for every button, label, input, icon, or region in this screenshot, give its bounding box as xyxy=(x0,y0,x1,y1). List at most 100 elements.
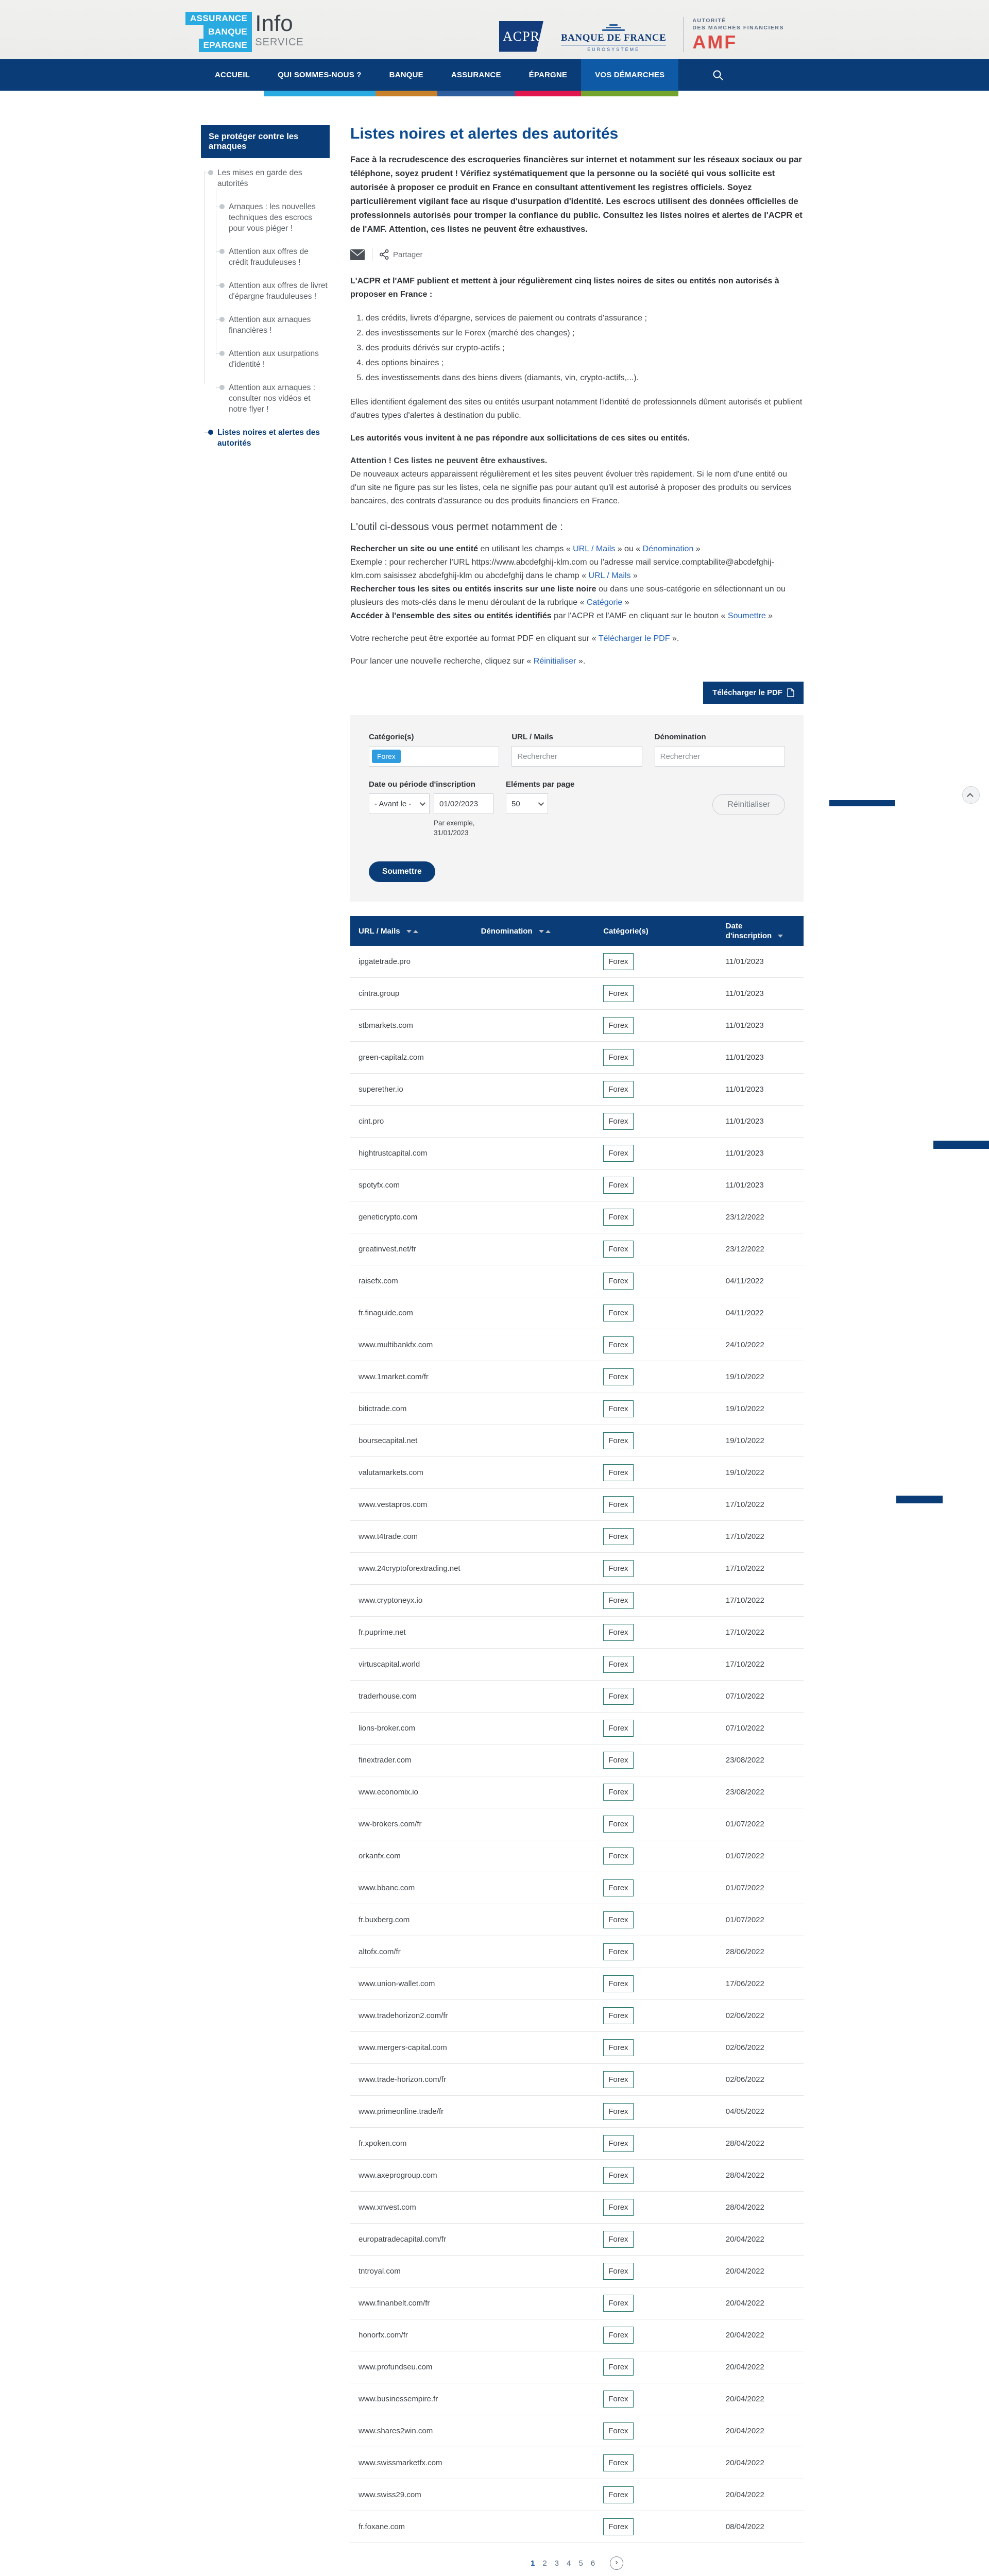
site-logo[interactable]: ASSURANCE BANQUE EPARGNE Info SERVICE xyxy=(185,11,304,52)
category-badge: Forex xyxy=(603,1432,634,1449)
acpr-logo-text: ACPR xyxy=(502,28,540,44)
cell-url: www.finanbelt.com/fr xyxy=(350,2287,473,2319)
blacklist-table: URL / Mails Dénomination Catégorie(s) Da… xyxy=(350,916,804,2543)
cell-date: 07/10/2022 xyxy=(717,1680,804,1713)
col-header-denomination[interactable]: Dénomination xyxy=(472,916,595,946)
category-input[interactable]: Forex xyxy=(369,746,500,767)
chevron-down-icon xyxy=(419,800,426,806)
cell-denomination xyxy=(472,2383,595,2415)
cell-date: 20/04/2022 xyxy=(717,2223,804,2256)
cell-denomination xyxy=(472,1041,595,1074)
cell-category: Forex xyxy=(595,1520,718,1553)
date-input[interactable] xyxy=(434,793,493,814)
sidebar-item[interactable]: Les mises en garde des autorités xyxy=(201,167,330,201)
blacklist-type-item: des investissements dans des biens diver… xyxy=(366,370,804,385)
amf-logo[interactable]: AUTORITÉ DES MARCHÉS FINANCIERS AMF xyxy=(684,16,784,52)
banque-de-france-logo[interactable]: BANQUE DE FRANCE EUROSYSTÈME xyxy=(560,24,667,52)
category-badge: Forex xyxy=(603,1304,634,1321)
reset-text: Pour lancer une nouvelle recherche, cliq… xyxy=(350,657,586,666)
url-mails-link[interactable]: URL / Mails xyxy=(573,545,616,553)
nav-item-assurance[interactable]: ASSURANCE xyxy=(437,59,515,96)
main-navigation: ACCUEIL QUI SOMMES-NOUS ? BANQUE ASSURANCE É… xyxy=(0,59,989,96)
categorie-link[interactable]: Catégorie xyxy=(586,598,623,607)
next-page-button[interactable]: › xyxy=(610,2556,624,2570)
cell-category: Forex xyxy=(595,2095,718,2128)
page-number-4[interactable]: 4 xyxy=(567,2558,571,2568)
cell-denomination xyxy=(472,1776,595,1808)
col-header-url-mails[interactable]: URL / Mails xyxy=(350,916,473,946)
per-page-select[interactable]: 50 xyxy=(506,793,548,814)
acpr-logo[interactable]: ACPR xyxy=(499,21,543,52)
per-page-label: Eléments par page xyxy=(506,780,575,789)
sort-asc-icon[interactable] xyxy=(413,929,418,933)
page-number-2[interactable]: 2 xyxy=(542,2558,547,2568)
cell-date: 04/11/2022 xyxy=(717,1265,804,1297)
soumettre-link[interactable]: Soumettre xyxy=(727,612,766,620)
page-number-5[interactable]: 5 xyxy=(578,2558,583,2568)
reset-link[interactable]: Réinitialiser xyxy=(533,657,576,666)
sort-desc-icon[interactable] xyxy=(538,929,544,933)
page-number-6[interactable]: 6 xyxy=(590,2558,595,2568)
sidebar-item[interactable]: Attention aux usurpations d'identité ! xyxy=(201,348,330,382)
tree-connector xyxy=(216,319,220,320)
search-panel: Catégorie(s) Forex URL / Mails Dénominat… xyxy=(350,715,804,902)
nav-item-pargne[interactable]: ÉPARGNE xyxy=(515,59,582,96)
nav-item-accueil[interactable]: ACCUEIL xyxy=(201,59,264,91)
mail-icon[interactable] xyxy=(350,249,365,260)
cell-category: Forex xyxy=(595,1456,718,1489)
cell-url: www.primeonline.trade/fr xyxy=(350,2095,473,2128)
submit-button[interactable]: Soumettre xyxy=(369,861,435,882)
sidebar-item[interactable]: Attention aux offres de livret d'épargne… xyxy=(201,280,330,314)
table-row: www.t4trade.com Forex 17/10/2022 xyxy=(350,1520,804,1553)
sort-asc-icon[interactable] xyxy=(545,929,551,933)
category-chip-forex[interactable]: Forex xyxy=(372,750,401,763)
cell-date: 11/01/2023 xyxy=(717,1009,804,1042)
category-badge: Forex xyxy=(603,2007,634,2024)
url-mails-link[interactable]: URL / Mails xyxy=(588,571,631,580)
cell-url: tntroyal.com xyxy=(350,2255,473,2287)
nav-item-banque[interactable]: BANQUE xyxy=(375,59,437,96)
cell-category: Forex xyxy=(595,1999,718,2032)
cell-denomination xyxy=(472,1840,595,1872)
sort-desc-icon[interactable] xyxy=(406,929,412,933)
share-button[interactable]: Partager xyxy=(380,249,423,260)
table-row: finextrader.com Forex 23/08/2022 xyxy=(350,1744,804,1776)
nav-item-vos-d-marches[interactable]: VOS DÉMARCHES xyxy=(581,59,679,96)
back-to-top-button[interactable] xyxy=(962,786,980,804)
denomination-input[interactable] xyxy=(654,746,785,767)
sidebar-item-active[interactable]: Listes noires et alertes des autorités xyxy=(201,427,330,461)
table-row: boursecapital.net Forex 19/10/2022 xyxy=(350,1425,804,1457)
download-pdf-link[interactable]: Télécharger le PDF xyxy=(598,634,670,643)
search-button[interactable] xyxy=(705,59,731,91)
download-pdf-button[interactable]: Télécharger le PDF xyxy=(703,682,804,704)
table-row: www.trade-horizon.com/fr Forex 02/06/2022 xyxy=(350,2063,804,2096)
table-row: ipgatetrade.pro Forex 11/01/2023 xyxy=(350,946,804,978)
date-mode-select[interactable]: - Avant le - xyxy=(369,793,430,814)
page-number-3[interactable]: 3 xyxy=(554,2558,559,2568)
cell-denomination xyxy=(472,1105,595,1138)
category-badge: Forex xyxy=(603,2391,634,2408)
sidebar-item[interactable]: Attention aux arnaques financières ! xyxy=(201,314,330,348)
url-mails-input[interactable] xyxy=(511,746,642,767)
cell-url: www.profundseu.com xyxy=(350,2351,473,2383)
sort-desc-icon[interactable] xyxy=(778,935,783,938)
page-number-1[interactable]: 1 xyxy=(530,2558,535,2568)
cell-date: 17/10/2022 xyxy=(717,1584,804,1617)
cell-date: 20/04/2022 xyxy=(717,2287,804,2319)
cell-url: hightrustcapital.com xyxy=(350,1137,473,1170)
cell-category: Forex xyxy=(595,1009,718,1042)
sidebar-item-label: Attention aux offres de crédit frauduleu… xyxy=(229,247,309,267)
col-header-date[interactable]: Date d'inscription xyxy=(717,916,804,946)
sidebar-item[interactable]: Attention aux offres de crédit frauduleu… xyxy=(201,246,330,280)
denomination-link[interactable]: Dénomination xyxy=(642,545,694,553)
table-row: traderhouse.com Forex 07/10/2022 xyxy=(350,1680,804,1713)
sidebar-item[interactable]: Arnaques : les nouvelles techniques des … xyxy=(201,201,330,246)
sidebar-item-label: Les mises en garde des autorités xyxy=(217,168,302,188)
sidebar-item[interactable]: Attention aux arnaques : consulter nos v… xyxy=(201,382,330,427)
nav-item-label: VOS DÉMARCHES xyxy=(595,71,665,79)
nav-item-qui-sommes-nous[interactable]: QUI SOMMES-NOUS ? xyxy=(264,59,376,96)
tool-point-search-entity: Rechercher un site ou une entité en util… xyxy=(350,545,701,553)
share-label: Partager xyxy=(393,250,423,259)
reset-button[interactable]: Réinitialiser xyxy=(712,794,785,815)
cell-denomination xyxy=(472,2095,595,2128)
